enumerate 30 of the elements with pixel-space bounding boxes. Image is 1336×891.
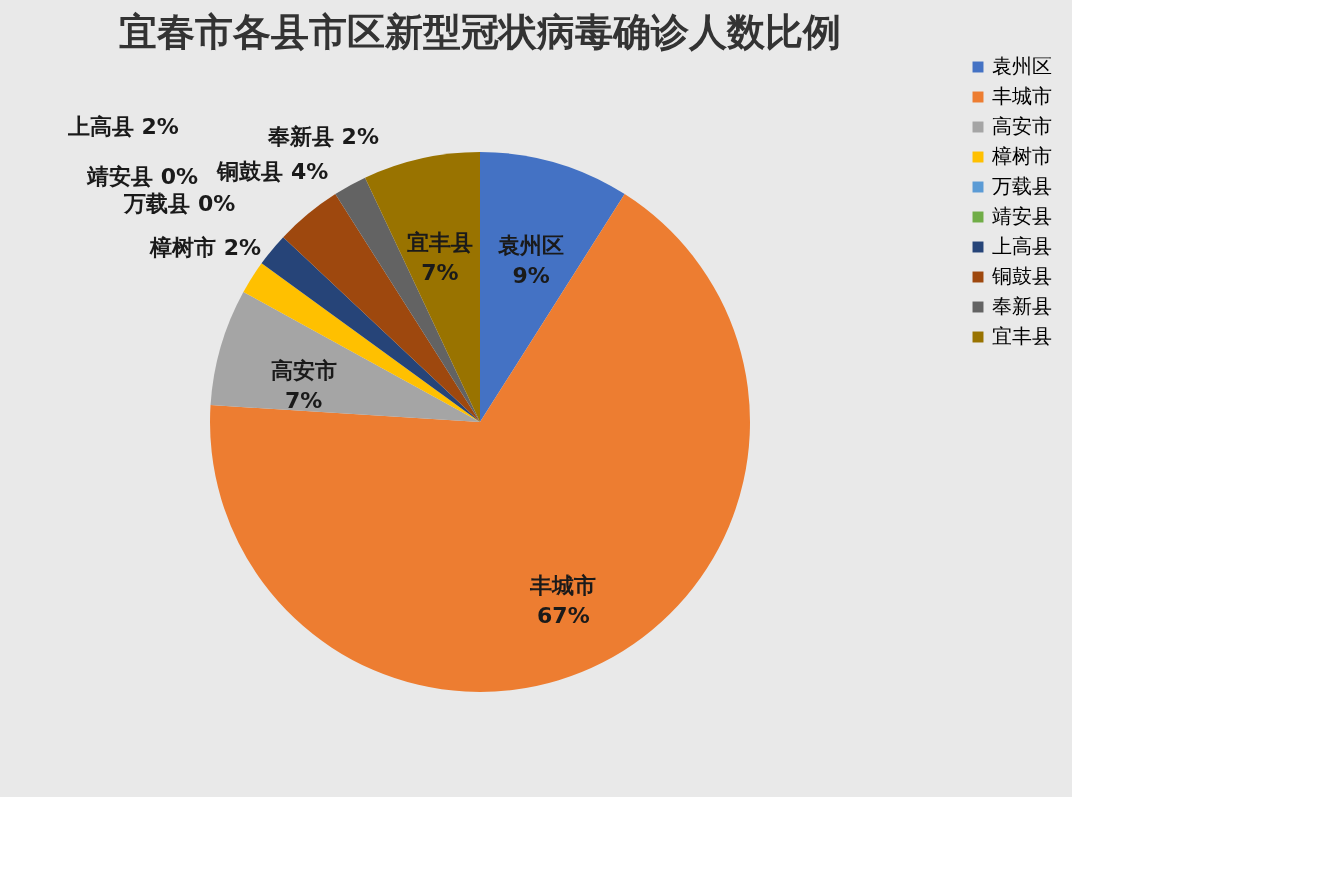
category-label: 上高县 2% (67, 113, 179, 139)
legend-label: 万载县 (992, 174, 1052, 198)
pie-slice (335, 177, 480, 422)
slice-label: 袁州区 (497, 232, 565, 258)
legend-label: 宜丰县 (992, 324, 1052, 348)
legend-label: 樟树市 (991, 144, 1052, 168)
legend-label: 铜鼓县 (991, 264, 1052, 288)
data-label: 9% (512, 262, 550, 288)
slice-label: 高安市 (270, 357, 337, 383)
pie-slice (210, 291, 480, 422)
slice-label: 丰城市 (529, 572, 597, 598)
slice-label: 宜丰县 (406, 229, 473, 255)
legend-label: 上高县 (992, 234, 1052, 258)
chart-title: 宜春市各县市区新型冠状病毒确诊人数比例 (119, 10, 841, 54)
data-label: 7% (285, 387, 323, 413)
legend-label: 高安市 (992, 114, 1052, 138)
pie-slice (365, 152, 480, 422)
data-label: 67% (537, 602, 590, 628)
pie-slice (480, 152, 625, 422)
data-label: 7% (421, 259, 459, 285)
category-label: 铜鼓县 4% (217, 158, 329, 184)
category-label: 奉新县 2% (267, 124, 379, 150)
legend-label: 靖安县 (992, 204, 1052, 228)
category-label: 靖安县 0% (87, 163, 199, 189)
legend-label: 袁州区 (992, 54, 1052, 78)
category-label: 万载县 0% (124, 190, 236, 216)
category-label: 樟树市 2% (150, 234, 262, 260)
legend-label: 奉新县 (992, 294, 1052, 318)
legend-label: 丰城市 (992, 84, 1052, 108)
pie-slice (243, 263, 480, 422)
